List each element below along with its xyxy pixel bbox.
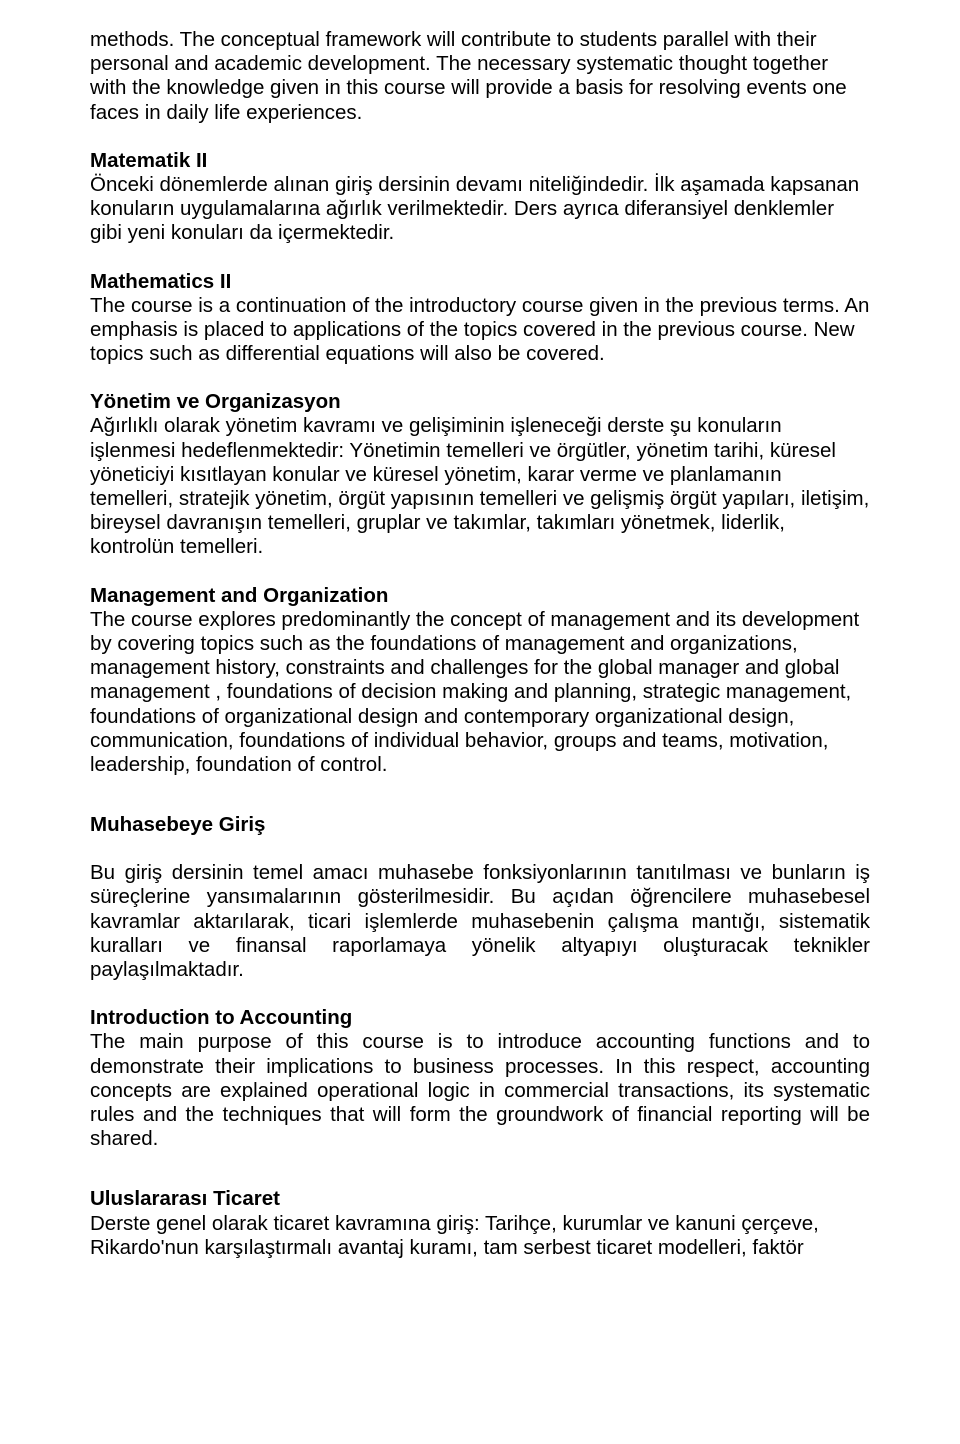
intro-continuation: methods. The conceptual framework will c… (90, 28, 870, 125)
heading-accounting: Introduction to Accounting (90, 1006, 352, 1029)
body-yonetim: Ağırlıklı olarak yönetim kavramı ve geli… (90, 414, 869, 558)
body-management: The course explores predominantly the co… (90, 608, 859, 776)
heading-muhasebe: Muhasebeye Giriş (90, 813, 265, 836)
section-accounting: Introduction to Accounting The main purp… (90, 1006, 870, 1151)
heading-muhasebe-wrap: Muhasebeye Giriş (90, 813, 870, 837)
body-mathematics-ii: The course is a continuation of the intr… (90, 294, 869, 365)
section-matematik-ii: Matematik II Önceki dönemlerde alınan gi… (90, 149, 870, 246)
document-page: methods. The conceptual framework will c… (0, 0, 960, 1300)
heading-mathematics-ii: Mathematics II (90, 270, 231, 293)
heading-ticaret: Uluslararası Ticaret (90, 1187, 280, 1210)
section-yonetim: Yönetim ve Organizasyon Ağırlıklı olarak… (90, 390, 870, 559)
body-matematik-ii: Önceki dönemlerde alınan giriş dersinin … (90, 173, 859, 244)
body-ticaret: Derste genel olarak ticaret kavramına gi… (90, 1212, 819, 1259)
heading-matematik-ii: Matematik II (90, 149, 207, 172)
heading-management: Management and Organization (90, 584, 388, 607)
section-ticaret: Uluslararası Ticaret Derste genel olarak… (90, 1187, 870, 1260)
body-accounting: The main purpose of this course is to in… (90, 1030, 870, 1150)
section-management: Management and Organization The course e… (90, 584, 870, 778)
body-muhasebe: Bu giriş dersinin temel amacı muhasebe f… (90, 861, 870, 982)
section-mathematics-ii: Mathematics II The course is a continuat… (90, 270, 870, 367)
heading-yonetim: Yönetim ve Organizasyon (90, 390, 341, 413)
